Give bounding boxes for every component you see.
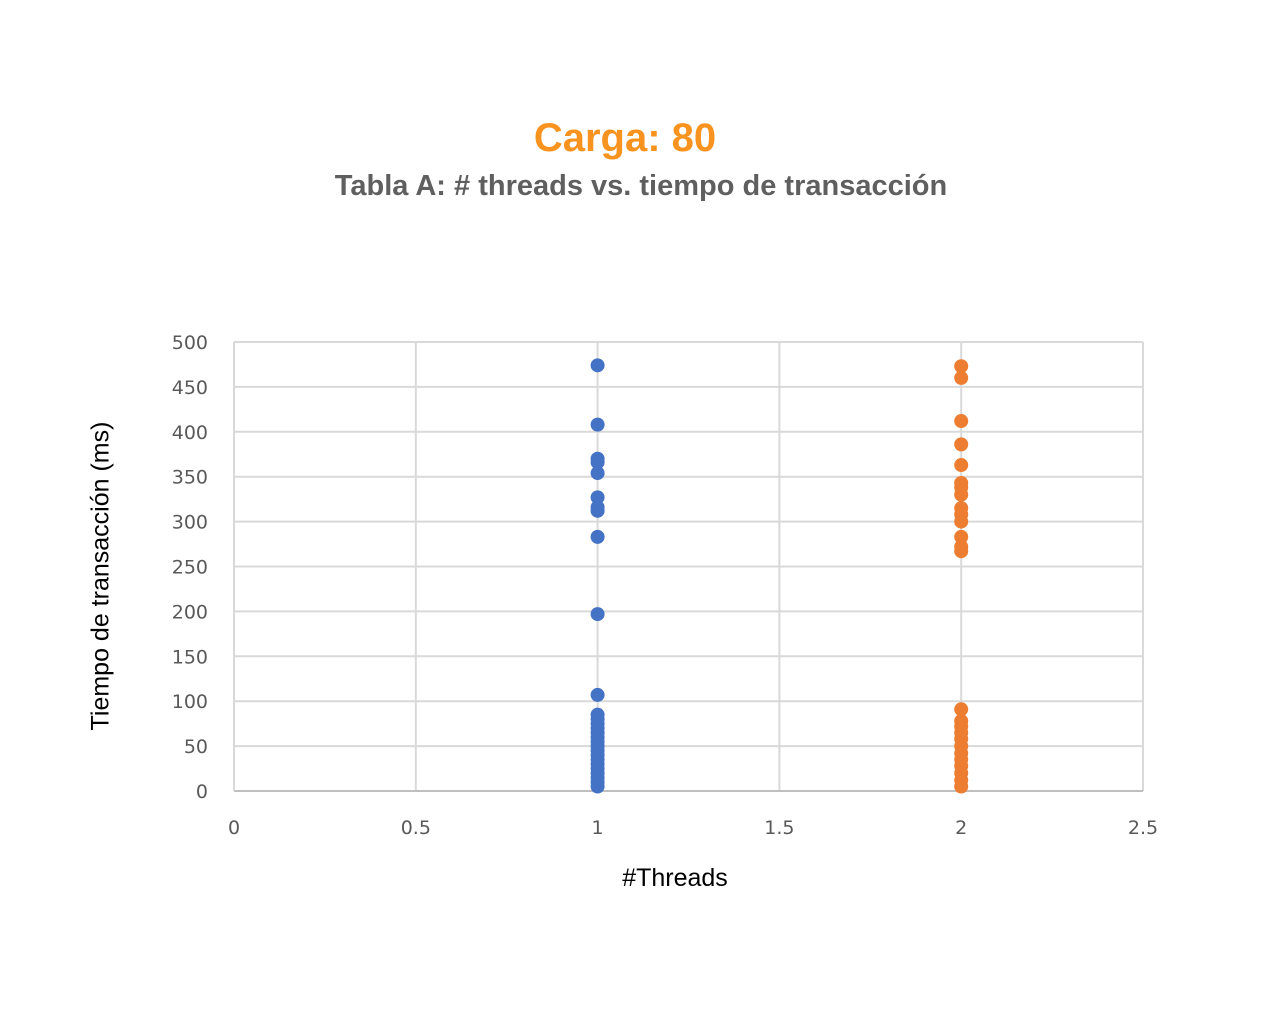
series-2-point (954, 514, 969, 529)
series-2-point (954, 414, 969, 429)
grid-lines (233, 341, 1144, 792)
series-1-point (590, 687, 605, 702)
series-2-point (954, 487, 969, 502)
y-tick-label: 100 (172, 691, 208, 713)
y-tick-label: 0 (196, 781, 208, 803)
y-tick-label: 300 (172, 512, 208, 534)
series-2-point (954, 779, 969, 794)
series-1-point (590, 455, 605, 470)
y-tick-label: 450 (172, 377, 208, 399)
x-tick-label: 1.5 (764, 817, 794, 839)
series-2-point (954, 370, 969, 385)
series-2-point (954, 529, 969, 544)
series-2-point (954, 458, 969, 473)
series-2-point (954, 702, 969, 717)
series-2-point (954, 437, 969, 452)
y-tick-label: 350 (172, 467, 208, 489)
series-1-point (590, 779, 605, 794)
y-tick-label: 200 (172, 601, 208, 623)
series-1-point (590, 607, 605, 622)
series-1-point (590, 529, 605, 544)
series-2-point (954, 544, 969, 559)
y-tick-label: 500 (172, 332, 208, 354)
x-axis-label: #Threads (622, 864, 728, 892)
x-tick-label: 0 (228, 817, 240, 839)
y-tick-label: 400 (172, 422, 208, 444)
x-tick-label: 1 (592, 817, 604, 839)
chart-subtitle: Tabla A: # threads vs. tiempo de transac… (334, 170, 948, 202)
series-1-point (590, 358, 605, 373)
data-points (590, 358, 969, 794)
series-1-point (590, 490, 605, 505)
chart-title: Carga: 80 (533, 116, 717, 160)
series-1-point (590, 417, 605, 432)
tick-labels: 0 50 100 150 200 250 300 350 400 450 500 0 0.5 1 1.5 2 2… (172, 332, 1158, 839)
x-tick-label: 0.5 (401, 817, 431, 839)
y-tick-label: 50 (184, 736, 208, 758)
x-tick-label: 2 (955, 817, 967, 839)
y-tick-label: 250 (172, 557, 208, 579)
series-1-point (590, 466, 605, 481)
series-2-point (954, 359, 969, 374)
y-tick-label: 150 (172, 646, 208, 668)
x-tick-label: 2.5 (1128, 817, 1158, 839)
series-1-point (590, 503, 605, 518)
